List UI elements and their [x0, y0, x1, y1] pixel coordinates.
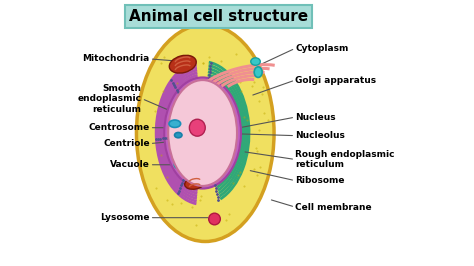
Text: Cytoplasm: Cytoplasm — [295, 44, 348, 53]
Ellipse shape — [169, 55, 196, 73]
Text: Lysosome: Lysosome — [100, 213, 150, 222]
Ellipse shape — [209, 213, 220, 225]
Text: Animal cell structure: Animal cell structure — [129, 9, 308, 24]
Text: Nucleolus: Nucleolus — [295, 131, 345, 140]
Ellipse shape — [174, 160, 186, 169]
Ellipse shape — [251, 58, 260, 65]
Text: Golgi apparatus: Golgi apparatus — [295, 76, 376, 85]
Ellipse shape — [168, 80, 237, 186]
Ellipse shape — [174, 132, 182, 138]
Text: Rough endoplasmic
reticulum: Rough endoplasmic reticulum — [295, 150, 395, 169]
Text: Cell membrane: Cell membrane — [295, 203, 372, 211]
Ellipse shape — [254, 67, 262, 77]
Text: Smooth
endoplasmic
reticulum: Smooth endoplasmic reticulum — [78, 84, 142, 114]
Ellipse shape — [164, 77, 241, 189]
Ellipse shape — [169, 120, 181, 127]
Text: Vacuole: Vacuole — [110, 160, 150, 169]
Ellipse shape — [137, 24, 274, 242]
Text: Centriole: Centriole — [103, 139, 150, 148]
Text: Nucleus: Nucleus — [295, 113, 336, 122]
Text: Mitochondria: Mitochondria — [82, 55, 150, 63]
Text: Ribosome: Ribosome — [295, 176, 345, 185]
Ellipse shape — [190, 119, 205, 136]
Text: Centrosome: Centrosome — [89, 123, 150, 132]
Ellipse shape — [185, 177, 205, 189]
